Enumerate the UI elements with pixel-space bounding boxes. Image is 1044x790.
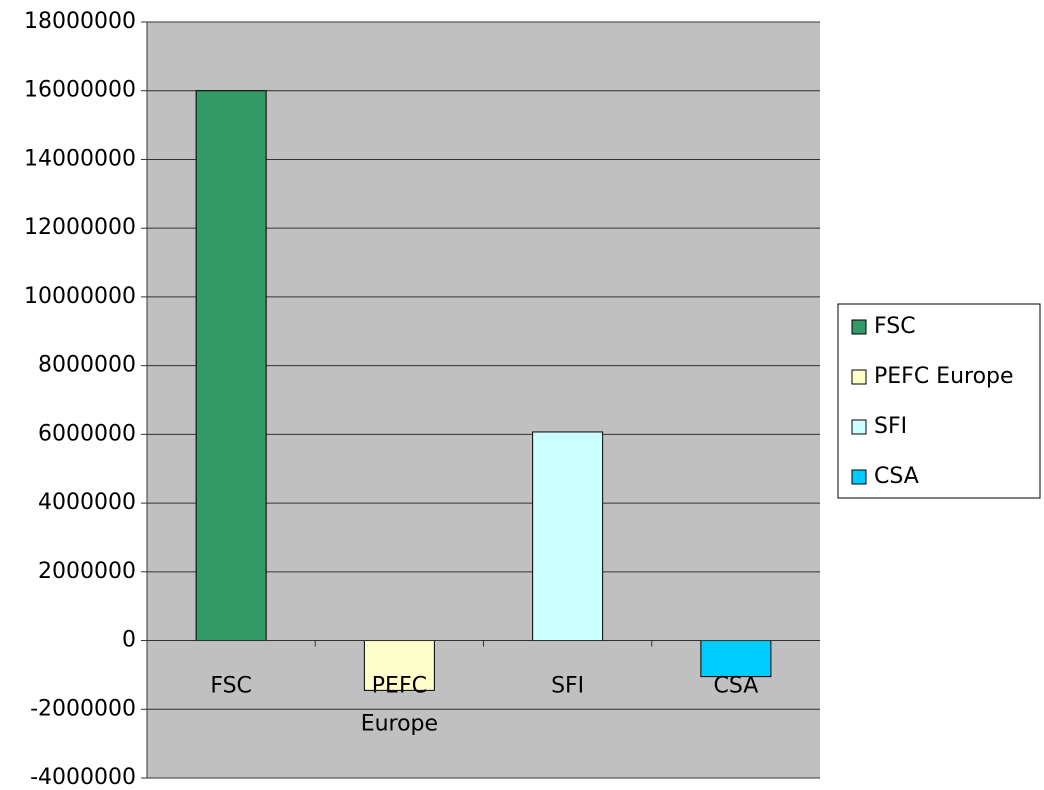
y-tick-label: -2000000	[30, 696, 136, 721]
y-tick-label: 0	[122, 628, 136, 653]
legend-label: PEFC Europe	[874, 364, 1014, 389]
y-tick-label: 18000000	[24, 9, 136, 34]
bar	[700, 640, 772, 678]
legend-swatch	[851, 419, 867, 435]
bar	[195, 90, 267, 642]
y-tick-label: 16000000	[24, 78, 136, 103]
legend-swatch	[851, 369, 867, 385]
x-tick-label: FSC	[210, 674, 252, 699]
x-tick-label: PEFC Europe	[361, 674, 438, 737]
legend-label: SFI	[874, 414, 907, 439]
legend-label: FSC	[874, 314, 916, 339]
legend	[837, 303, 1041, 499]
y-tick-label: 12000000	[24, 215, 136, 240]
y-tick-label: 14000000	[24, 146, 136, 171]
x-tick-label: CSA	[713, 674, 758, 699]
y-tick-label: 6000000	[38, 421, 136, 446]
bar	[363, 640, 435, 691]
x-tick-label: SFI	[551, 674, 584, 699]
legend-label: CSA	[874, 464, 919, 489]
legend-swatch	[851, 469, 867, 485]
y-tick-label: 4000000	[38, 490, 136, 515]
y-tick-label: -4000000	[30, 765, 136, 790]
bar	[532, 431, 604, 642]
y-tick-label: 2000000	[38, 559, 136, 584]
y-tick-label: 8000000	[38, 353, 136, 378]
y-tick-label: 10000000	[24, 284, 136, 309]
legend-swatch	[851, 319, 867, 335]
